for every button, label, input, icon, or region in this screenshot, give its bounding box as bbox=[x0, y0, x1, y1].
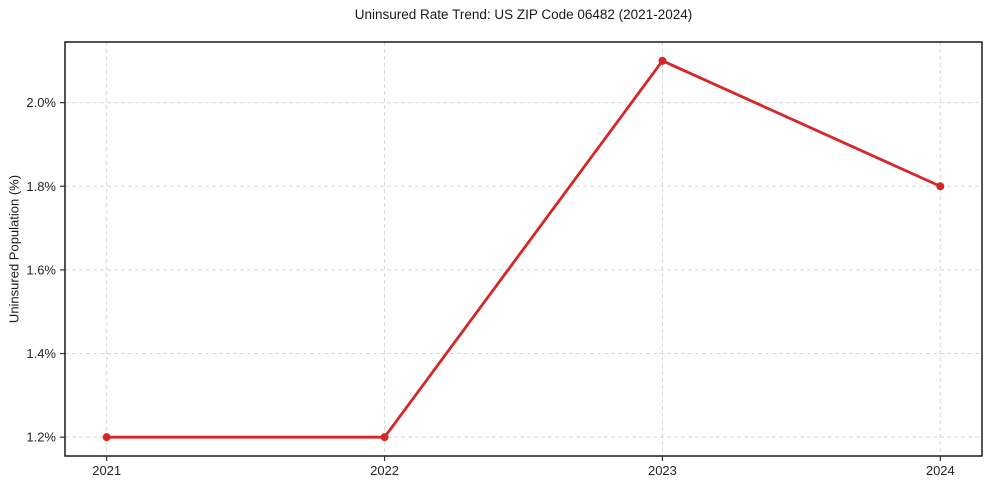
plot-border bbox=[64, 41, 983, 457]
y-tick-label: 2.0% bbox=[26, 95, 56, 110]
data-point-marker bbox=[936, 182, 945, 191]
data-point-marker bbox=[102, 433, 111, 442]
x-tick-label: 2023 bbox=[648, 463, 677, 478]
data-point-marker bbox=[380, 433, 389, 442]
x-tick-label: 2021 bbox=[92, 463, 121, 478]
y-tick-label: 1.8% bbox=[26, 179, 56, 194]
y-axis-label: Uninsured Population (%) bbox=[6, 174, 22, 324]
y-tick-label: 1.4% bbox=[26, 346, 56, 361]
y-tick-label: 1.6% bbox=[26, 262, 56, 277]
trend-line bbox=[105, 59, 942, 439]
data-point-marker bbox=[658, 56, 667, 65]
y-tick-label: 1.2% bbox=[26, 430, 56, 445]
chart-title: Uninsured Rate Trend: US ZIP Code 06482 … bbox=[354, 7, 693, 22]
x-tick-label: 2024 bbox=[926, 463, 955, 478]
x-tick-label: 2022 bbox=[370, 463, 399, 478]
